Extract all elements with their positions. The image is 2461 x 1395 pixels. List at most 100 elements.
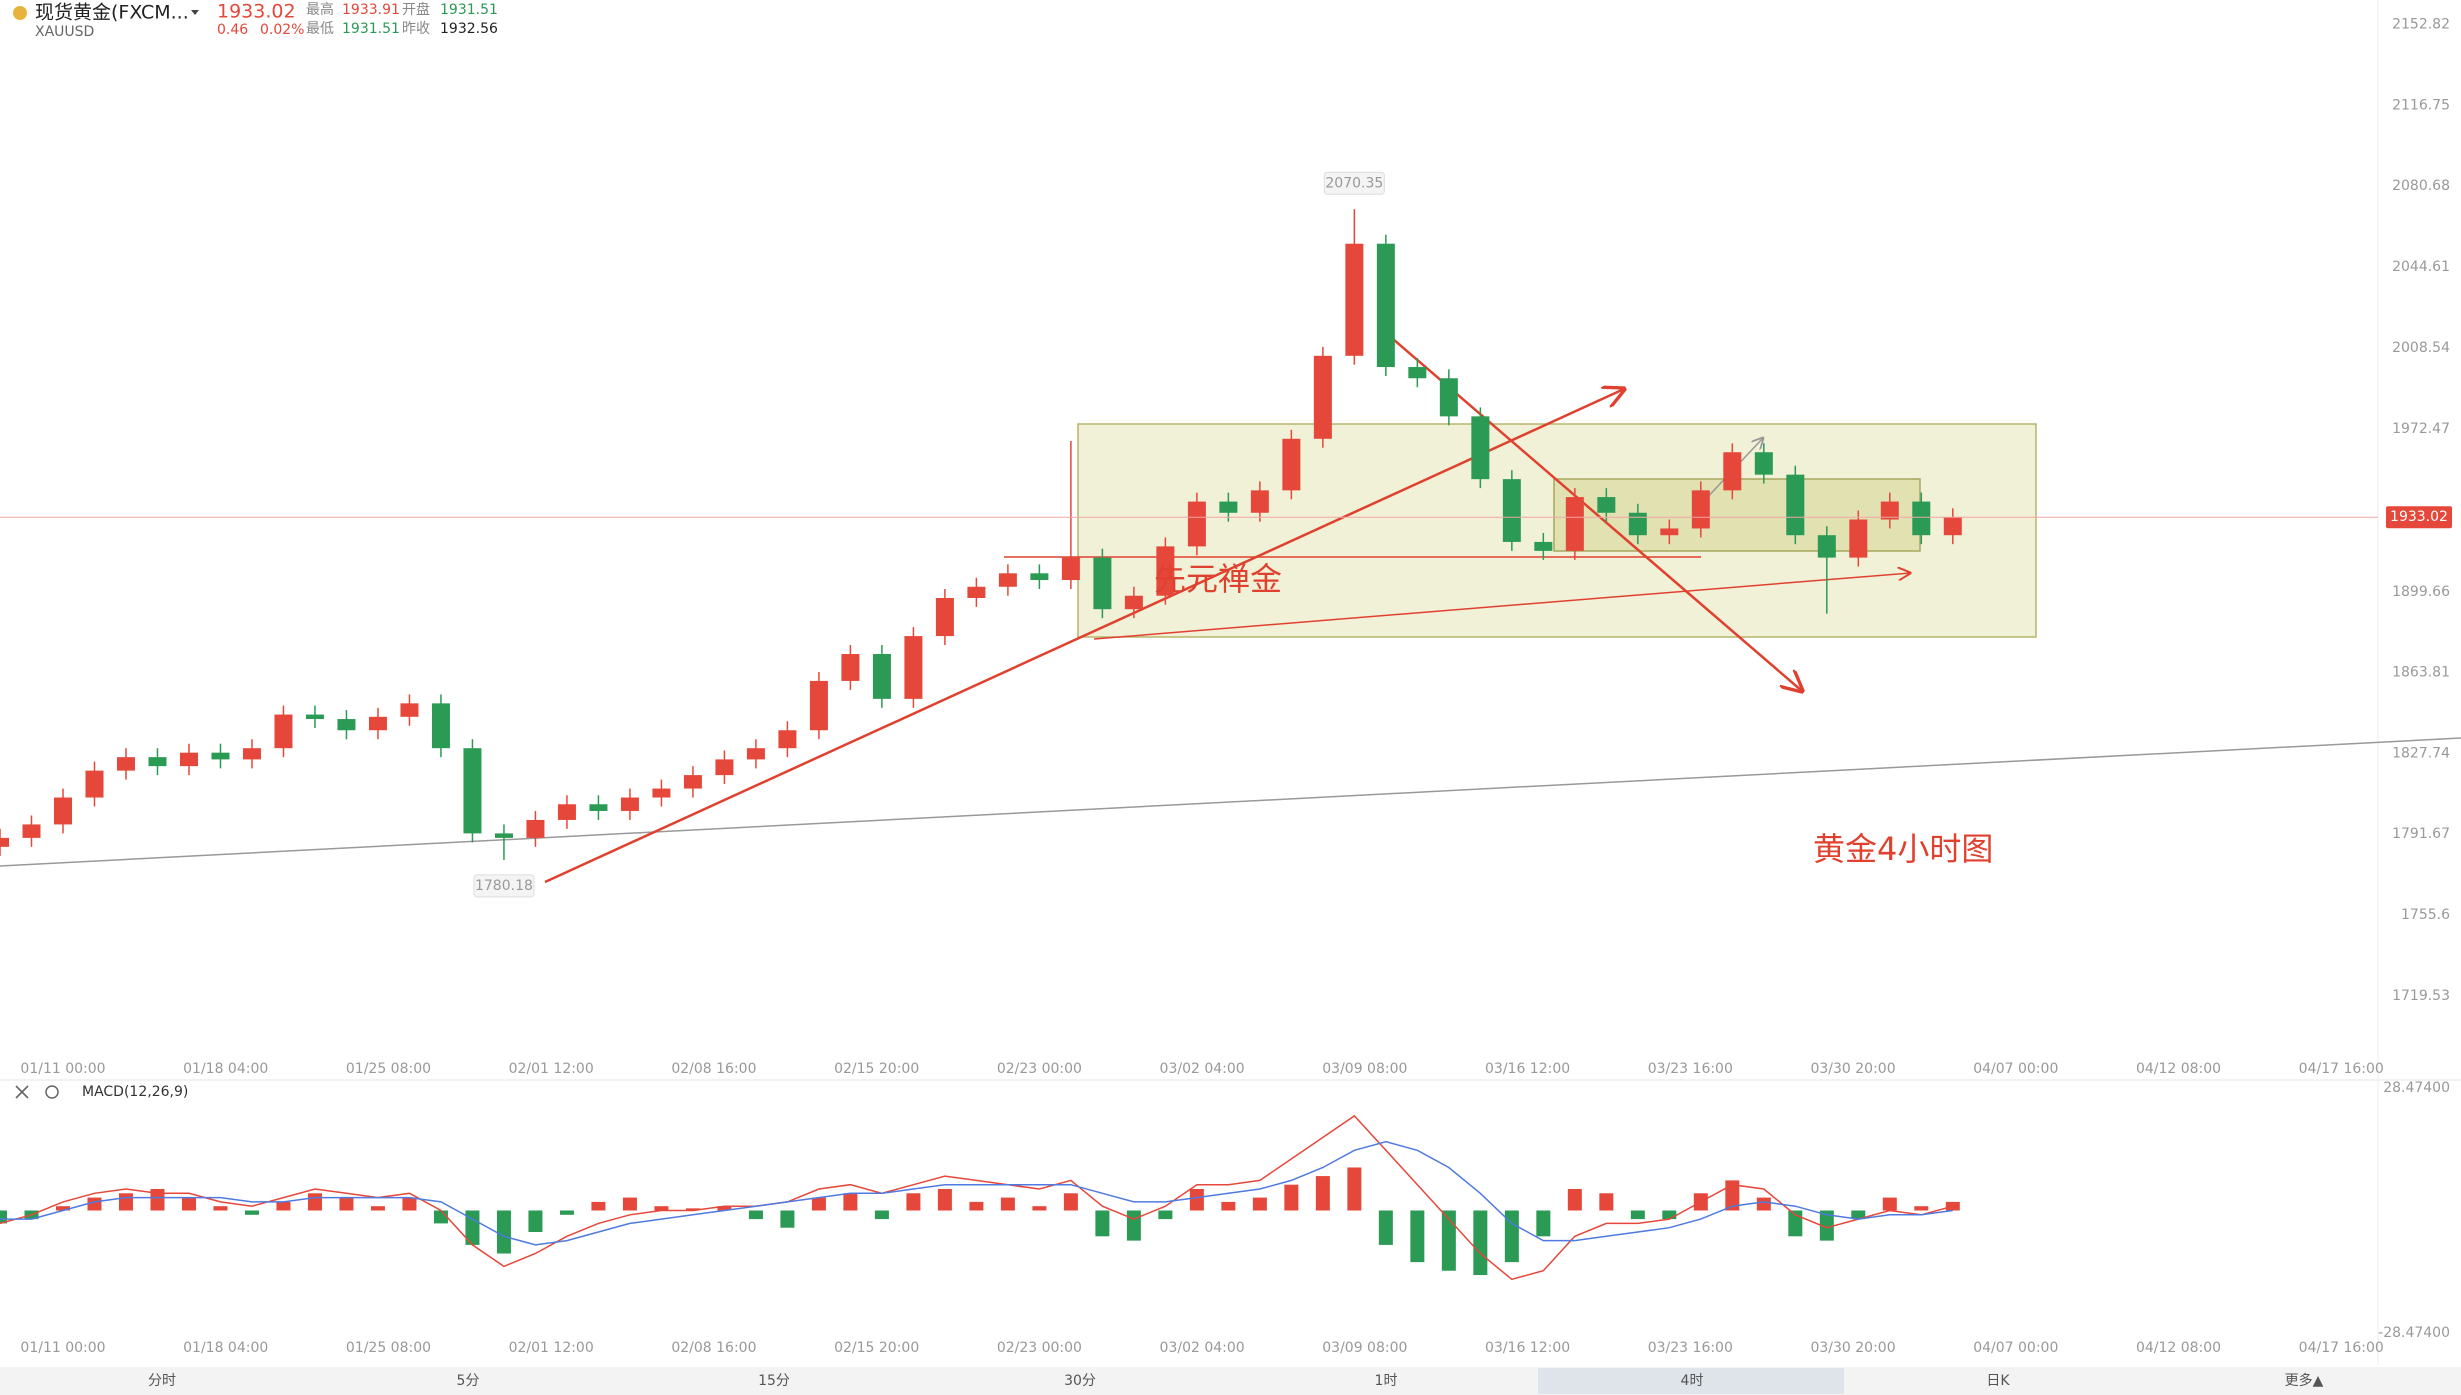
macd-bar [150,1188,165,1211]
macd-bar [1126,1210,1141,1241]
candle-body [1250,490,1269,513]
macd-bar [118,1193,133,1211]
stat-label: 开盘 [402,1,430,18]
macd-bar [339,1197,354,1211]
macd-bar [654,1206,669,1211]
indicator-title: MACD(12,26,9) [82,1084,188,1100]
macd-bar [276,1201,291,1211]
stat-label: 最高 [306,1,334,18]
candle-body [1345,243,1364,356]
macd-bar [1914,1206,1929,1211]
close-indicator[interactable] [15,1085,29,1099]
price-label: 1933.02 [2390,509,2448,525]
y-tick-label: 1899.66 [2392,584,2450,600]
candle-body [211,752,230,760]
macd-bar [969,1201,984,1211]
stat-label: 最低 [306,21,334,37]
x-tick-label: 02/08 16:00 [671,1340,756,1356]
candle-body [1754,452,1773,475]
candle-body [809,680,828,731]
timeframe-button[interactable]: 日K [1986,1373,2010,1389]
macd-bar [1095,1210,1110,1237]
stat-value: 1932.56 [440,21,498,37]
candle-body [589,804,608,811]
macd-bar [307,1193,322,1211]
macd-bar [843,1193,858,1211]
macd-bar [1662,1210,1677,1220]
x-tick-label: 01/25 08:00 [346,1061,431,1077]
candle-body [1124,595,1143,610]
toolbar [0,1367,2461,1395]
timeframe-button[interactable]: 分时 [148,1373,176,1389]
x-tick-label: 04/12 08:00 [2136,1340,2221,1356]
macd-bar [685,1208,700,1211]
x-tick-label: 03/30 20:00 [1810,1061,1895,1077]
candle-body [841,654,860,681]
candle-body [22,824,41,838]
candle-body [337,719,356,731]
extreme-label-box [473,874,535,898]
candle-body [526,819,545,838]
candle-body [1093,557,1112,610]
candle-body [872,654,891,699]
macd-bar [1063,1193,1078,1211]
candle-body [1376,243,1395,368]
candle-body [1282,438,1301,491]
extreme-label: 2070.35 [1325,175,1383,191]
x-tick-label: 01/18 04:00 [183,1340,268,1356]
last-price: 1933.02 [217,1,296,23]
timeframe-button[interactable]: 1时 [1375,1373,1398,1389]
timeframe-button[interactable]: 30分 [1064,1373,1096,1389]
macd-bar [213,1206,228,1211]
candle-body [746,748,765,760]
timeframe-button[interactable]: 5分 [457,1373,480,1389]
y-tick-label: 2116.75 [2392,97,2450,113]
drawings [0,332,2461,884]
candle-body [1597,497,1616,513]
macd-bar [528,1210,543,1233]
x-tick-label: 03/09 08:00 [1322,1340,1407,1356]
timeframe-button[interactable]: 15分 [758,1373,790,1389]
symbol-code: XAUUSD [35,24,94,40]
macd-bar [591,1201,606,1211]
candle-body [274,714,293,749]
candle-body [1030,573,1049,581]
macd-bar [748,1210,763,1220]
macd-bar [1630,1210,1645,1220]
timeframe-button[interactable]: 4时 [1681,1373,1704,1389]
candle-body [494,833,513,838]
macd-bar [1536,1210,1551,1237]
candle-body [116,757,135,771]
timeframe-button[interactable]: 更多▲ [2285,1372,2324,1389]
price-label-box [2386,506,2452,529]
macd-bar [937,1188,952,1211]
x-tick-label: 04/17 16:00 [2299,1340,2384,1356]
macd-bar [1851,1210,1866,1220]
stat-value: 1931.51 [342,21,400,37]
dropdown-icon[interactable] [191,10,199,15]
macd-bar [55,1206,70,1211]
macd-dea-line [0,1140,1953,1246]
trend-arrow [1093,573,1910,640]
macd-bar [717,1206,732,1211]
macd-bar [1756,1197,1771,1211]
macd-bar [1882,1197,1897,1211]
candle-body [683,775,702,789]
change-pct: 0.02% [260,22,304,38]
candle-body [1061,557,1080,581]
candle-body [935,597,954,637]
y-tick-label: 1863.81 [2392,664,2450,680]
indicator-settings[interactable] [45,1085,59,1099]
candle-body [305,714,324,720]
candle-body [368,716,387,731]
macd-bar [1032,1206,1047,1211]
y-tick-label: 1972.47 [2392,421,2450,437]
y-tick-label: 2080.68 [2392,178,2450,194]
symbol-name[interactable]: 现货黄金(FXCM... [35,2,189,24]
candle-body [85,770,104,798]
macd-bar [622,1197,637,1211]
annotation: 黄金4小时图 [1813,830,1993,868]
x-tick-label: 02/01 12:00 [509,1061,594,1077]
extreme-label-box [1323,171,1385,195]
candle-body [715,759,734,776]
